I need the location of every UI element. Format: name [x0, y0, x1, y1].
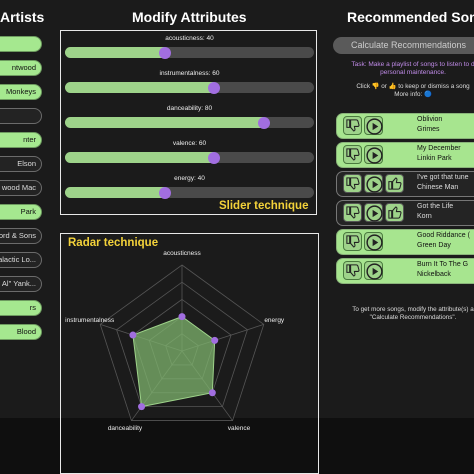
slider-fill — [65, 82, 215, 93]
recommended-songs-title: Recommended Song — [347, 9, 474, 25]
slider-label: danceability: 80 — [166, 105, 213, 112]
instructions-text: Click 👎 or 👍 to keep or dismiss a song M… — [333, 83, 474, 99]
slider-handle[interactable] — [158, 46, 171, 59]
footer-note: To get more songs, modify the attribute(… — [333, 306, 474, 322]
artists-title: Artists — [0, 9, 45, 25]
song-card: Oblivion Grimes — [336, 113, 474, 139]
song-card: My December Linkin Park — [336, 142, 474, 168]
song-card: Burn It To The G Nickelback — [336, 258, 474, 284]
artist-toggle[interactable]: ntwood — [0, 60, 42, 76]
thumbs-up-icon[interactable] — [385, 203, 404, 222]
radar-grid-ring — [116, 281, 248, 408]
song-artist: Chinese Man — [417, 184, 459, 191]
song-artist: Linkin Park — [417, 155, 452, 162]
slider-track[interactable] — [65, 116, 314, 129]
artist-toggle[interactable]: d Al" Yank... — [0, 276, 42, 292]
song-artist: Korn — [417, 213, 432, 220]
slider-handle[interactable] — [208, 151, 221, 164]
play-icon[interactable] — [364, 174, 383, 193]
radar-axis-label: instrumentalness — [65, 317, 115, 325]
radar-data-area — [132, 316, 216, 408]
thumbs-up-icon[interactable] — [385, 174, 404, 193]
radar-technique-label: Radar technique — [68, 237, 159, 249]
artist-toggle[interactable]: rs — [0, 300, 42, 316]
radar-handle[interactable] — [129, 331, 137, 339]
radar-handle[interactable] — [208, 389, 216, 397]
calculate-recommendations-button[interactable]: Calculate Recommendations — [333, 37, 474, 54]
slider-label: energy: 40 — [174, 175, 205, 182]
slider-fill — [65, 187, 165, 198]
slider-fill — [65, 152, 215, 163]
play-icon[interactable] — [364, 116, 383, 135]
radar-axis-label: energy — [264, 317, 285, 325]
radar-handle[interactable] — [178, 313, 186, 321]
song-title: Burn It To The G — [417, 261, 469, 268]
song-card: Good Riddance ( Green Day — [336, 229, 474, 255]
song-card: I've got that tune Chinese Man — [336, 171, 474, 197]
slider-technique-label: Slider technique — [219, 200, 309, 212]
slider-handle[interactable] — [158, 186, 171, 199]
radar-handle[interactable] — [211, 336, 219, 344]
song-artist: Green Day — [417, 242, 451, 249]
slider-track[interactable] — [65, 81, 314, 94]
song-title: Got the Life — [417, 203, 454, 210]
slider-track[interactable] — [65, 46, 314, 59]
play-icon[interactable] — [364, 203, 383, 222]
slider-handle[interactable] — [258, 116, 271, 129]
artist-toggle[interactable]: ord & Sons — [0, 228, 42, 244]
radar-chart[interactable] — [61, 234, 319, 474]
song-artist: Grimes — [417, 126, 440, 133]
task-line-2: personal maintenance. — [380, 69, 446, 76]
task-text: Task: Make a playlist of songs to listen… — [333, 61, 474, 77]
radar-panel: Radar technique acousticness energy valenc… — [60, 233, 319, 474]
thumbs-down-icon[interactable] — [343, 116, 362, 135]
artist-toggle[interactable]: alactic Lo... — [0, 252, 42, 268]
radar-axis-label: valence — [227, 425, 251, 433]
thumbs-down-icon[interactable] — [343, 261, 362, 280]
thumbs-down-icon[interactable] — [343, 145, 362, 164]
artist-toggle[interactable]: Blood — [0, 324, 42, 340]
song-artist: Nickelback — [417, 271, 451, 278]
song-card: Got the Life Korn — [336, 200, 474, 226]
artist-toggle[interactable] — [0, 108, 42, 124]
song-title: Oblivion — [417, 116, 443, 123]
artist-toggle[interactable] — [0, 36, 42, 52]
slider-label: acousticness: 40 — [165, 35, 214, 42]
instructions-line-1: Click 👎 or 👍 to keep or dismiss a song — [356, 83, 470, 90]
slider-fill — [65, 47, 165, 58]
artist-toggle[interactable]: Elson — [0, 156, 42, 172]
artist-toggle[interactable]: Park — [0, 204, 42, 220]
thumbs-down-icon[interactable] — [343, 232, 362, 251]
footer-line-2: "Calculate Recommendations". — [369, 314, 457, 321]
artist-toggle[interactable]: wood Mac — [0, 180, 42, 196]
artist-toggle[interactable]: nter — [0, 132, 42, 148]
radar-grid-ring — [99, 264, 265, 421]
modify-attributes-title: Modify Attributes — [132, 9, 247, 25]
thumbs-down-icon[interactable] — [343, 203, 362, 222]
radar-handle[interactable] — [138, 403, 146, 411]
slider-label: instrumentalness: 60 — [159, 70, 220, 77]
thumbs-down-icon[interactable] — [343, 174, 362, 193]
task-line-1: Task: Make a playlist of songs to listen… — [351, 61, 474, 68]
play-icon[interactable] — [364, 145, 383, 164]
bottom-band — [0, 418, 474, 474]
slider-label: valence: 60 — [172, 140, 207, 147]
slider-handle[interactable] — [208, 81, 221, 94]
footer-line-1: To get more songs, modify the attribute(… — [352, 306, 474, 313]
radar-axis-label: acousticness — [163, 250, 201, 257]
song-title: Good Riddance ( — [417, 232, 470, 239]
play-icon[interactable] — [364, 232, 383, 251]
instructions-line-2: More info: 🔵 — [394, 91, 432, 98]
artist-toggle[interactable]: Monkeys — [0, 84, 42, 100]
play-icon[interactable] — [364, 261, 383, 280]
radar-axis-label: danceability — [107, 425, 143, 433]
song-title: My December — [417, 145, 461, 152]
slider-track[interactable] — [65, 186, 314, 199]
song-title: I've got that tune — [417, 174, 469, 181]
slider-fill — [65, 117, 265, 128]
slider-panel: acousticness: 40 instrumentalness: 60 danc… — [60, 30, 317, 215]
slider-track[interactable] — [65, 151, 314, 164]
